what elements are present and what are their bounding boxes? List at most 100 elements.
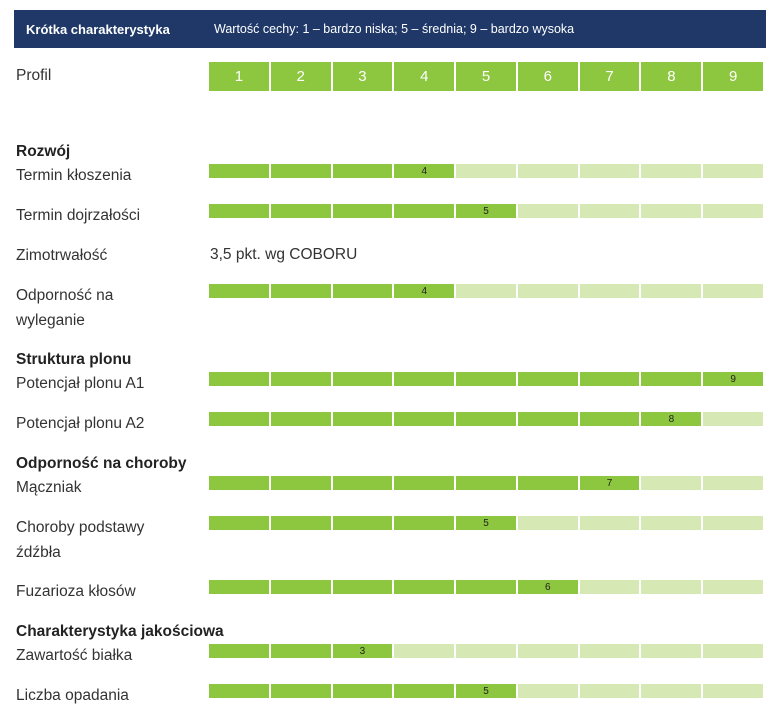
rating-segment [209,580,271,594]
rating-segment [394,476,457,490]
rating-segment [456,372,518,386]
rating-segment [209,204,271,218]
rating-segment [703,580,764,594]
rating-segment [394,372,457,386]
trait-bar-maturity-date: 5 [209,204,764,218]
rating-segment [332,580,395,594]
trait-label-maturity-date: Termin dojrzałości [16,207,141,224]
rating-segment [209,684,271,698]
rating-segment [332,412,395,426]
rating-segment [579,284,642,298]
rating-segment [579,372,642,386]
rating-segment [270,684,333,698]
trait-value-winter-hardiness: 3,5 pkt. wg COBORU [210,246,358,263]
rating-segment [517,644,580,658]
rating-segment [703,684,764,698]
trait-label-lodging-resistance-line2: wyleganie [16,312,85,329]
rating-segment [517,164,580,178]
rating-segment [517,372,580,386]
trait-label-heading-date: Termin kłoszenia [16,167,132,184]
rating-segment [456,412,518,426]
rating-segment [641,284,704,298]
trait-label-yield-a2: Potencjał plonu A2 [16,415,145,432]
rating-segment [209,412,271,426]
rating-segment [209,516,271,530]
characteristics-header: Krótka charakterystyka Wartość cechy: 1 … [14,10,766,48]
rating-segment [456,284,518,298]
rating-segment [270,284,333,298]
rating-segment [579,204,642,218]
rating-segment [703,284,764,298]
rating-segment [209,284,271,298]
rating-segment [641,476,704,490]
trait-bar-heading-date: 4 [209,164,764,178]
rating-value-segment: 5 [456,684,518,698]
rating-segment [641,372,704,386]
profile-label: Profil [16,67,52,84]
rating-segment [270,372,333,386]
rating-segment [332,516,395,530]
section-title-development: Rozwój [16,143,71,160]
rating-segment [641,516,704,530]
header-description: Wartość cechy: 1 – bardzo niska; 5 – śre… [214,22,575,36]
rating-segment [517,516,580,530]
rating-value-segment: 8 [641,412,704,426]
rating-segment [394,580,457,594]
trait-label-winter-hardiness: Zimotrwałość [16,247,108,264]
profile-scale: 1 2 3 4 5 6 7 8 9 [209,62,764,91]
rating-segment [332,476,395,490]
rating-segment [332,284,395,298]
rating-value-segment: 5 [456,204,518,218]
profile-scale-cell: 3 [332,62,395,91]
profile-scale-cell: 4 [394,62,457,91]
rating-segment [703,204,764,218]
rating-segment [209,476,271,490]
rating-segment [332,372,395,386]
rating-segment [579,164,642,178]
rating-segment [270,412,333,426]
rating-segment [209,644,271,658]
rating-segment [517,284,580,298]
profile-scale-cell: 6 [517,62,580,91]
rating-segment [703,516,764,530]
trait-bar-fusarium-ear: 6 [209,580,764,594]
rating-segment [456,476,518,490]
profile-scale-cell: 5 [456,62,518,91]
trait-bar-falling-number: 5 [209,684,764,698]
rating-segment [456,644,518,658]
rating-segment [703,476,764,490]
trait-label-stem-base-diseases: Choroby podstawy [16,519,145,536]
trait-label-powdery-mildew: Mączniak [16,479,82,496]
rating-value-segment: 7 [579,476,642,490]
rating-segment [641,204,704,218]
rating-value-segment: 4 [394,284,457,298]
rating-segment [394,204,457,218]
profile-scale-cell: 2 [270,62,333,91]
trait-label-falling-number: Liczba opadania [16,687,129,704]
rating-segment [270,164,333,178]
section-title-quality: Charakterystyka jakościowa [16,623,224,640]
rating-segment [641,684,704,698]
rating-segment [579,684,642,698]
trait-bar-lodging-resistance: 4 [209,284,764,298]
profile-scale-cell: 8 [641,62,704,91]
rating-segment [641,164,704,178]
trait-label-fusarium-ear: Fuzarioza kłosów [16,583,136,600]
rating-segment [270,644,333,658]
trait-label-stem-base-diseases-line2: źdźbła [16,544,61,561]
rating-segment [394,684,457,698]
rating-segment [270,204,333,218]
trait-bar-protein-content: 3 [209,644,764,658]
trait-label-lodging-resistance: Odporność na [16,287,114,304]
trait-bar-yield-a2: 8 [209,412,764,426]
rating-segment [579,412,642,426]
rating-segment [703,644,764,658]
rating-segment [394,412,457,426]
rating-segment [579,516,642,530]
trait-bar-powdery-mildew: 7 [209,476,764,490]
section-title-yield-structure: Struktura plonu [16,351,132,368]
rating-segment [641,644,704,658]
rating-segment [703,164,764,178]
rating-segment [579,580,642,594]
rating-segment [270,516,333,530]
